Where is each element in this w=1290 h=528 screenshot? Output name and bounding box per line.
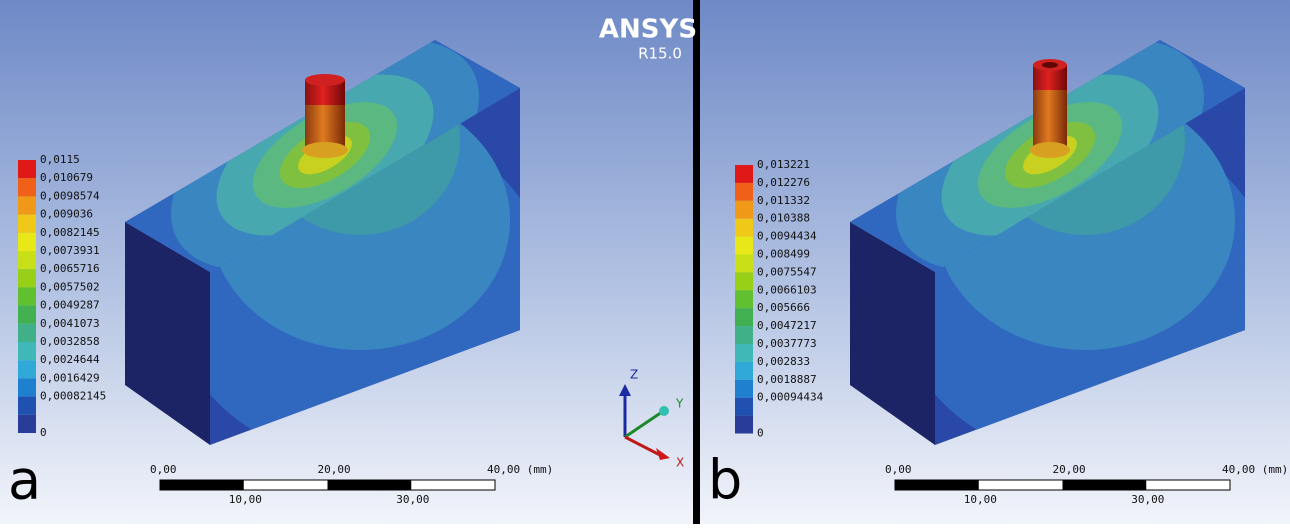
implant-cap: [305, 74, 345, 86]
legend-swatch: [735, 290, 753, 308]
legend-swatch: [735, 183, 753, 201]
legend-label: 0,0018887: [757, 373, 817, 386]
legend-swatch: [18, 306, 36, 324]
scale-segment: [1063, 480, 1147, 490]
legend-label: 0,011332: [757, 194, 810, 207]
axis-label: Z: [630, 368, 638, 382]
legend-swatch: [18, 415, 36, 433]
brand: ANSYS: [599, 15, 697, 45]
legend-label: 0: [757, 427, 764, 440]
legend-swatch: [735, 255, 753, 273]
legend-swatch: [18, 360, 36, 378]
legend-label: 0,010388: [757, 212, 810, 225]
legend-swatch: [735, 219, 753, 237]
legend-label: 0,0032858: [40, 335, 100, 348]
legend-swatch: [735, 380, 753, 398]
legend-label: 0,009036: [40, 208, 93, 221]
axis-label: X: [676, 456, 684, 470]
legend-label: 0,0037773: [757, 337, 817, 350]
legend-label: 0: [40, 426, 47, 439]
legend-swatch: [735, 362, 753, 380]
legend-label: 0,010679: [40, 171, 93, 184]
scale-label: 20,00: [318, 463, 351, 476]
legend-swatch: [18, 233, 36, 251]
scale-segment: [328, 480, 412, 490]
legend-label: 0,00082145: [40, 390, 106, 403]
legend-label: 0,0098574: [40, 189, 100, 202]
panel-letter: b: [708, 449, 742, 512]
viewport: ANSYS R15.0 Z Y X 0,0115 0,010679 0,009857…: [0, 0, 1290, 524]
legend-swatch: [735, 165, 753, 183]
legend-label: 0,0057502: [40, 280, 100, 293]
legend-label: 0,008499: [757, 248, 810, 261]
legend-label: 0,0024644: [40, 353, 100, 366]
scale-segment: [895, 480, 979, 490]
legend-swatch: [18, 269, 36, 287]
legend-label: 0,0041073: [40, 317, 100, 330]
legend-swatch: [735, 237, 753, 255]
legend-swatch: [735, 344, 753, 362]
scale-label: 20,00: [1053, 463, 1086, 476]
legend-swatch: [18, 378, 36, 396]
legend-swatch: [18, 324, 36, 342]
legend-label: 0,002833: [757, 355, 810, 368]
scale-label: 10,00: [964, 493, 997, 506]
legend-label: 0,0066103: [757, 283, 817, 296]
implant: [1033, 85, 1067, 150]
scale-label: 30,00: [1131, 493, 1164, 506]
legend-swatch: [735, 308, 753, 326]
legend-label: 0,0115: [40, 153, 80, 166]
legend-label: 0,0049287: [40, 299, 100, 312]
legend-label: 0,0082145: [40, 226, 100, 239]
scale-label: 40,00 (mm): [1222, 463, 1288, 476]
legend-swatch: [18, 397, 36, 415]
scale-label: 0,00: [150, 463, 177, 476]
implant-base: [302, 142, 348, 158]
legend-swatch: [18, 160, 36, 178]
legend-swatch: [18, 287, 36, 305]
implant-hole: [1042, 62, 1058, 68]
scale-segment: [160, 480, 244, 490]
legend-swatch: [735, 416, 753, 434]
implant-base: [1030, 142, 1070, 158]
legend-swatch: [18, 178, 36, 196]
scale-label: 0,00: [885, 463, 912, 476]
scale-label: 30,00: [396, 493, 429, 506]
legend-swatch: [18, 215, 36, 233]
legend-label: 0,0016429: [40, 371, 100, 384]
scale-label: 10,00: [229, 493, 262, 506]
legend-label: 0,0065716: [40, 262, 100, 275]
legend-label: 0,012276: [757, 176, 810, 189]
arrow: [659, 406, 669, 416]
legend-label: 0,00094434: [757, 391, 824, 404]
scale-label: 40,00 (mm): [487, 463, 553, 476]
legend-swatch: [18, 342, 36, 360]
version: R15.0: [638, 45, 682, 63]
legend-swatch: [735, 272, 753, 290]
legend-label: 0,005666: [757, 301, 810, 314]
legend-swatch: [735, 326, 753, 344]
legend-swatch: [735, 398, 753, 416]
panel-letter: a: [8, 449, 41, 512]
legend-label: 0,013221: [757, 158, 810, 171]
divider: [693, 0, 700, 524]
legend-label: 0,0094434: [757, 230, 817, 243]
legend-swatch: [18, 251, 36, 269]
legend-label: 0,0047217: [757, 319, 817, 332]
legend-label: 0,0075547: [757, 265, 817, 278]
legend-swatch: [735, 201, 753, 219]
legend-swatch: [18, 196, 36, 214]
legend-label: 0,0073931: [40, 244, 100, 257]
axis-label: Y: [675, 397, 684, 411]
